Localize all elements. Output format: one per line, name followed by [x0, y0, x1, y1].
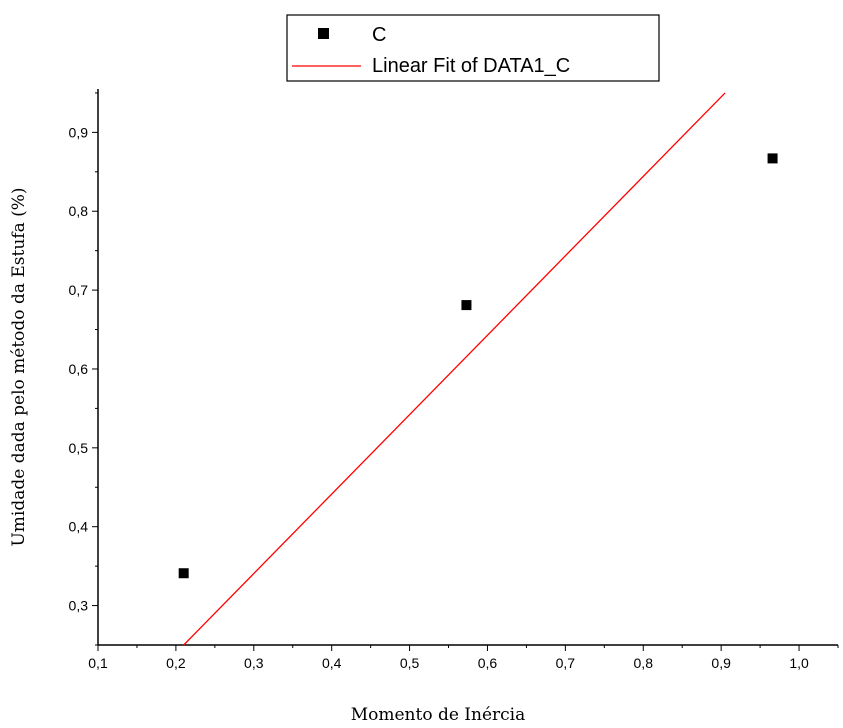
- x-tick-label: 0,6: [478, 655, 498, 671]
- y-tick-label: 0,5: [69, 440, 89, 456]
- legend-box: [286, 14, 660, 82]
- legend: C Linear Fit of DATA1_C: [286, 14, 660, 82]
- x-axis-title: Momento de Inércia: [351, 705, 526, 725]
- x-tick-label: 0,2: [166, 655, 186, 671]
- y-tick-label: 0,8: [69, 203, 89, 219]
- x-tick-label: 0,7: [556, 655, 576, 671]
- x-tick-label: 0,8: [634, 655, 654, 671]
- data-point: [767, 153, 778, 164]
- y-tick-label: 0,3: [69, 598, 89, 614]
- y-ticks: 0,3 0,4 0,5 0,6 0,7 0,8 0,9: [69, 92, 98, 646]
- y-tick-label: 0,4: [69, 519, 89, 535]
- fit-line: [183, 92, 726, 646]
- y-tick-label: 0,9: [69, 124, 89, 140]
- data-point: [178, 568, 189, 579]
- x-tick-label: 1,0: [789, 655, 809, 671]
- data-point: [461, 300, 472, 311]
- legend-marker-c: [318, 28, 329, 39]
- y-axis-title: Umidade dada pelo método da Estufa (%): [9, 187, 29, 546]
- x-tick-label: 0,4: [322, 655, 342, 671]
- y-tick-label: 0,7: [69, 282, 89, 298]
- legend-label-c: C: [372, 24, 386, 46]
- x-ticks: 0,1 0,2 0,3 0,4 0,5 0,6 0,7 0,8 0,9 1,0: [88, 645, 839, 671]
- x-tick-label: 0,5: [400, 655, 420, 671]
- legend-label-fit: Linear Fit of DATA1_C: [372, 55, 570, 77]
- x-tick-label: 0,1: [88, 655, 108, 671]
- x-tick-label: 0,3: [244, 655, 264, 671]
- y-tick-label: 0,6: [69, 361, 89, 377]
- series-layer: [178, 92, 778, 646]
- x-tick-label: 0,9: [711, 655, 731, 671]
